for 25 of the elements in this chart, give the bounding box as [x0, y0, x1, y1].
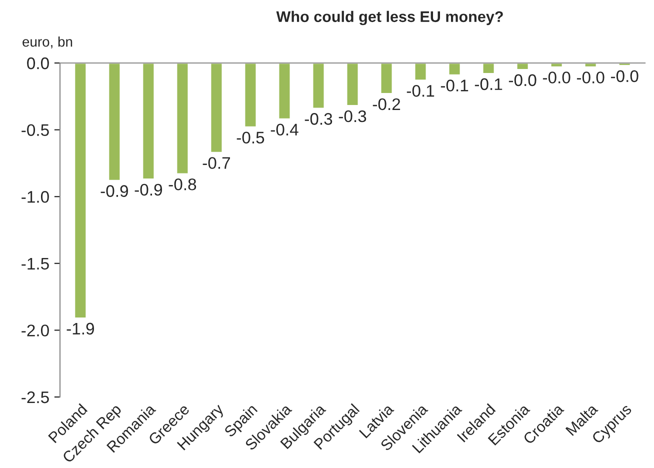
- data-label: -0.7: [202, 157, 230, 169]
- data-label: -0.2: [372, 98, 400, 110]
- y-tick-label: -1.5: [22, 258, 49, 270]
- data-label: -1.9: [66, 322, 94, 335]
- data-label: -0.1: [440, 80, 468, 92]
- data-label: -0.0: [508, 74, 536, 86]
- data-label: -0.0: [610, 70, 638, 82]
- data-label: -0.9: [134, 184, 162, 196]
- data-label: -0.4: [270, 124, 298, 136]
- data-label: -0.3: [338, 110, 366, 122]
- y-tick-label: -2.0: [22, 324, 49, 336]
- y-tick-label: -1.0: [22, 191, 49, 203]
- chart-title: Who could get less EU money?: [276, 10, 503, 26]
- data-label: -0.1: [474, 78, 502, 90]
- y-axis-title: euro, bn: [22, 36, 72, 48]
- data-label: -0.3: [304, 113, 332, 125]
- y-tick-label: -2.5: [22, 391, 49, 404]
- y-tick-label: 0.0: [27, 57, 49, 70]
- y-tick-label: -0.5: [22, 124, 49, 136]
- data-label: -0.5: [236, 132, 264, 144]
- data-label: -0.0: [542, 72, 570, 84]
- data-label: -0.8: [168, 178, 196, 190]
- data-label: -0.9: [100, 185, 128, 197]
- data-label: -0.1: [406, 84, 434, 97]
- data-label: -0.0: [576, 72, 604, 84]
